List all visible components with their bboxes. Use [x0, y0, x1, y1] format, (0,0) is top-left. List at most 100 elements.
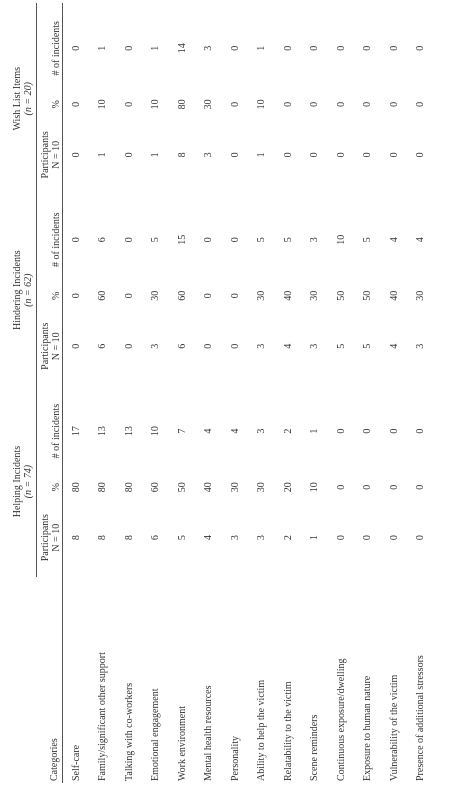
- value-cell: 1: [150, 152, 162, 158]
- value-cell: 40: [282, 290, 294, 301]
- value-cell: 0: [415, 152, 427, 158]
- column-label: Participants: [40, 514, 51, 562]
- group-n: (n = 74): [23, 464, 34, 499]
- value-cell: 0: [388, 45, 400, 51]
- table-row: Exposure to human nature 0 0 0 5 50 5 0 0 0: [355, 3, 382, 783]
- category-cell: Vulnerability of the victim: [388, 674, 400, 781]
- value-cell: 0: [335, 484, 347, 490]
- spacer: [12, 577, 37, 783]
- value-cell: 10: [256, 99, 268, 110]
- column-label: Participants: [40, 322, 51, 370]
- category-cell: Presence of additional stressors: [415, 655, 427, 781]
- value-cell: 13: [97, 426, 109, 437]
- value-cell: 10: [309, 482, 321, 493]
- value-cell: 0: [309, 45, 321, 51]
- value-cell: 0: [362, 152, 374, 158]
- group-n: (n = 62): [23, 273, 34, 307]
- category-cell: Scene reminders: [309, 714, 321, 781]
- value-cell: 0: [362, 428, 374, 434]
- value-cell: 10: [150, 426, 162, 437]
- value-cell: 5: [282, 237, 294, 243]
- value-cell: 0: [282, 101, 294, 107]
- value-cell: 15: [176, 234, 188, 245]
- value-cell: 1: [97, 45, 109, 51]
- value-cell: 0: [362, 484, 374, 490]
- table-row: Vulnerability of the victim 0 0 0 4 40 4 0 0 0: [381, 3, 408, 783]
- value-cell: 80: [123, 482, 135, 493]
- value-cell: 0: [123, 237, 135, 243]
- value-cell: 0: [203, 237, 215, 243]
- value-cell: 0: [70, 293, 82, 299]
- value-cell: 30: [150, 290, 162, 301]
- value-cell: 0: [335, 152, 347, 158]
- value-cell: 80: [176, 99, 188, 110]
- table-row: Personality 3 30 4 0 0 0 0 0 0: [222, 3, 249, 783]
- value-cell: 0: [362, 45, 374, 51]
- value-cell: 60: [176, 290, 188, 301]
- value-cell: 5: [335, 343, 347, 349]
- value-cell: 0: [309, 101, 321, 107]
- table-row: Work environment 5 50 7 6 60 15 8 80 14: [169, 3, 196, 783]
- category-cell: Continuous exposure/dwelling: [335, 658, 347, 782]
- value-cell: 1: [150, 45, 162, 51]
- value-cell: 0: [388, 101, 400, 107]
- value-cell: 14: [176, 43, 188, 54]
- value-cell: 3: [256, 428, 268, 434]
- table-row: Emotional engagement 6 60 10 3 30 5 1 10 1: [143, 3, 170, 783]
- column-sub: N = 10: [51, 140, 62, 169]
- value-cell: 3: [256, 535, 268, 541]
- group-header: Wish List Items (n = 20): [12, 3, 37, 195]
- category-cell: Talking with co-workers: [123, 682, 135, 781]
- value-cell: 6: [150, 535, 162, 541]
- category-cell: Emotional engagement: [150, 688, 162, 781]
- table-row: Mental health resources 4 40 4 0 0 0 3 30 3: [196, 3, 223, 783]
- value-cell: 5: [362, 237, 374, 243]
- value-cell: 80: [97, 482, 109, 493]
- column-label: %: [51, 483, 62, 492]
- value-cell: 4: [388, 237, 400, 243]
- value-cell: 2: [282, 535, 294, 541]
- value-cell: 0: [123, 152, 135, 158]
- value-cell: 0: [229, 45, 241, 51]
- value-cell: 0: [415, 101, 427, 107]
- category-cell: Relatability to the victim: [282, 681, 294, 781]
- value-cell: 0: [203, 293, 215, 299]
- value-cell: 3: [309, 343, 321, 349]
- value-cell: 3: [415, 343, 427, 349]
- value-cell: 3: [203, 152, 215, 158]
- column-header: # of incidents: [36, 194, 63, 285]
- value-cell: 0: [335, 101, 347, 107]
- value-cell: 3: [229, 535, 241, 541]
- value-cell: 0: [123, 293, 135, 299]
- column-label: Participants: [40, 131, 51, 179]
- value-cell: 10: [150, 99, 162, 110]
- table-row: Scene reminders 1 10 1 3 30 3 0 0 0: [302, 3, 329, 783]
- column-header: Participants N = 10: [36, 498, 63, 578]
- value-cell: 4: [203, 535, 215, 541]
- value-cell: 4: [415, 237, 427, 243]
- value-cell: 8: [70, 535, 82, 541]
- value-cell: 6: [176, 343, 188, 349]
- column-header: Participants N = 10: [36, 115, 63, 195]
- value-cell: 50: [335, 290, 347, 301]
- category-header: Categories: [36, 577, 63, 783]
- category-cell: Ability to help the victim: [256, 679, 268, 781]
- value-cell: 0: [388, 484, 400, 490]
- value-cell: 0: [415, 535, 427, 541]
- value-cell: 6: [97, 343, 109, 349]
- value-cell: 10: [335, 234, 347, 245]
- value-cell: 0: [282, 152, 294, 158]
- value-cell: 4: [388, 343, 400, 349]
- value-cell: 0: [70, 237, 82, 243]
- value-cell: 1: [97, 152, 109, 158]
- value-cell: 0: [229, 293, 241, 299]
- column-label: # of incidents: [51, 403, 62, 459]
- category-cell: Personality: [229, 736, 241, 781]
- value-cell: 0: [335, 45, 347, 51]
- table-row: Self-care 8 80 17 0 0 0 0 0 0: [63, 3, 90, 783]
- value-cell: 0: [203, 343, 215, 349]
- value-cell: 30: [309, 290, 321, 301]
- value-cell: 3: [309, 237, 321, 243]
- value-cell: 30: [256, 482, 268, 493]
- value-cell: 60: [150, 482, 162, 493]
